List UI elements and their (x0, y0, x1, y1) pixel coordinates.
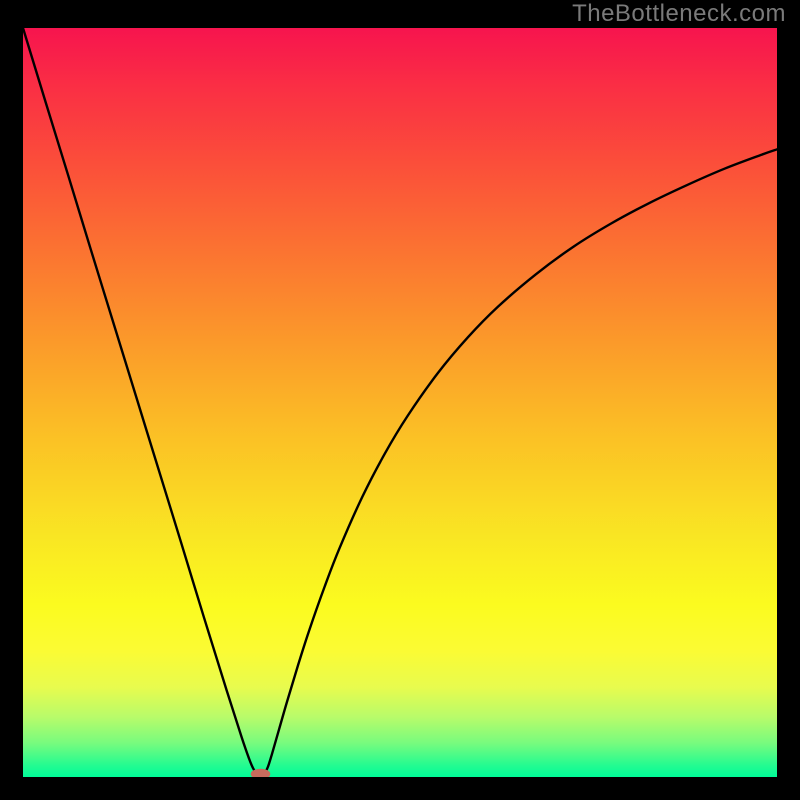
watermark-text: TheBottleneck.com (6, 0, 800, 28)
plot-area (23, 28, 777, 777)
chart-background (23, 28, 777, 777)
outer-frame: TheBottleneck.com (0, 0, 800, 800)
chart-svg (23, 28, 777, 777)
